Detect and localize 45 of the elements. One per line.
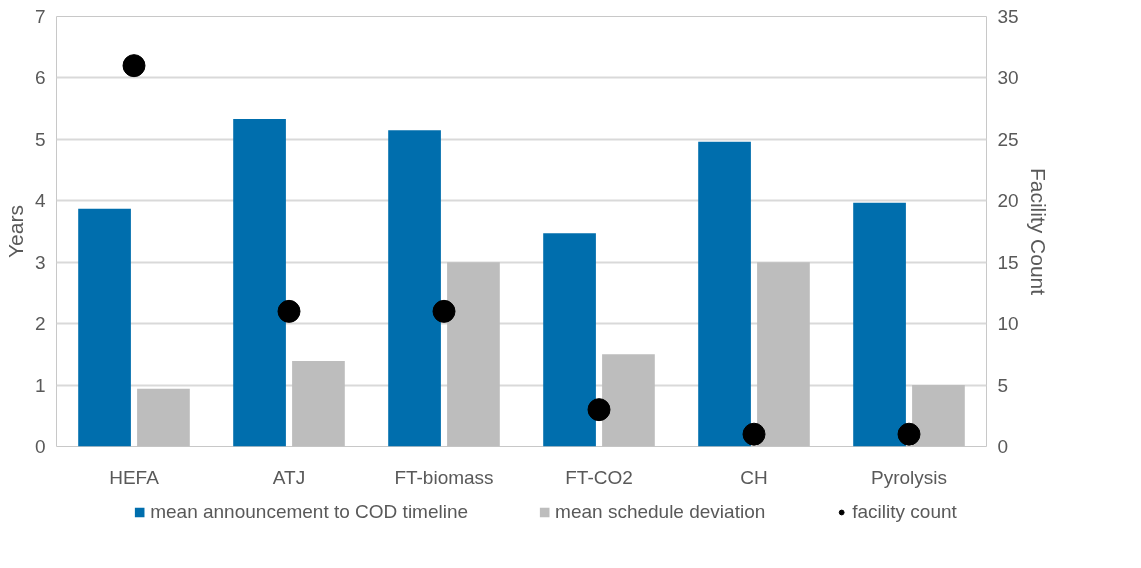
y2-tick-label: 0 [997, 436, 1009, 457]
legend-label: facility count [852, 501, 957, 523]
point [277, 299, 301, 323]
y2-tick-label: 10 [997, 313, 1019, 335]
x-tick-label: FT-CO2 [565, 466, 633, 488]
bar [912, 385, 965, 447]
y-tick-label: 2 [34, 313, 46, 335]
x-tick-label: CH [740, 466, 768, 488]
legend-label: mean schedule deviation [555, 501, 766, 523]
bar [757, 262, 810, 447]
bar [698, 141, 751, 447]
bar [447, 262, 500, 447]
y2-tick-label: 30 [997, 67, 1019, 89]
y-tick-label: 4 [34, 190, 46, 212]
y2-tick-label: 15 [997, 251, 1019, 273]
bar [602, 354, 655, 447]
x-tick-label: ATJ [272, 466, 306, 488]
y-axis-title: Years [3, 205, 27, 258]
y-tick-label: 7 [34, 6, 46, 27]
y-tick-label: 5 [34, 128, 46, 150]
legend-label: mean announcement to COD timeline [150, 501, 469, 523]
point [897, 422, 921, 446]
y2-tick-label: 5 [997, 374, 1009, 396]
x-tick-label: FT-biomass [394, 466, 494, 488]
bar [78, 208, 131, 447]
x-tick-label: HEFA [109, 466, 160, 488]
y-tick-label: 0 [34, 436, 46, 457]
y2-tick-label: 35 [997, 6, 1019, 27]
y-tick-label: 1 [34, 374, 46, 396]
point [432, 299, 456, 323]
point [122, 54, 146, 78]
y2-tick-label: 20 [997, 190, 1019, 212]
y-tick-label: 3 [34, 251, 46, 273]
point [587, 398, 611, 422]
y2-tick-label: 25 [997, 128, 1019, 150]
bar [137, 388, 190, 447]
x-tick-label: Pyrolysis [871, 466, 948, 488]
bar [292, 361, 345, 447]
y2-axis-title: Facility Count [1026, 167, 1050, 296]
y-tick-label: 6 [34, 67, 46, 89]
point [742, 422, 766, 446]
bar [233, 119, 286, 447]
bar [853, 202, 906, 447]
bar [388, 130, 441, 447]
bar [543, 233, 596, 447]
